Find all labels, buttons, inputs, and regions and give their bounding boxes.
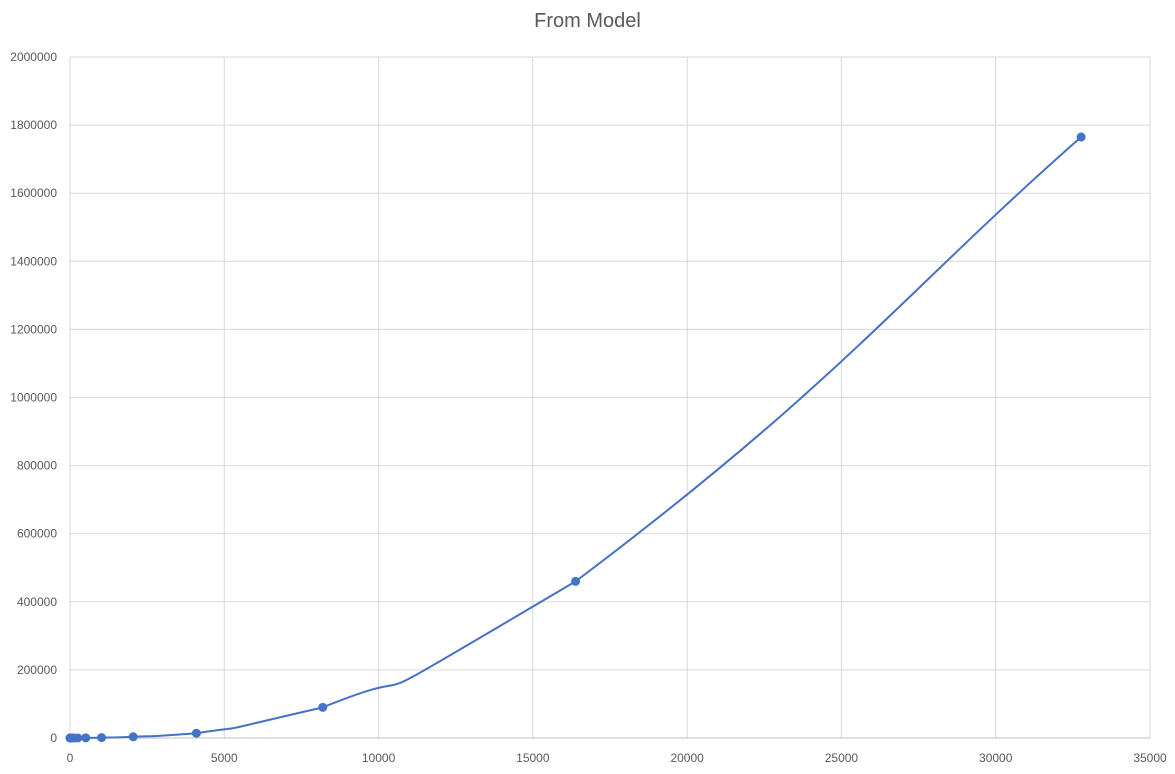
data-point bbox=[128, 732, 138, 742]
y-tick-label: 600000 bbox=[17, 527, 57, 541]
y-tick-label: 1800000 bbox=[10, 118, 57, 132]
y-tick-label: 1200000 bbox=[10, 322, 57, 336]
data-point bbox=[81, 733, 91, 743]
y-tick-label: 1000000 bbox=[10, 391, 57, 405]
y-tick-label: 1600000 bbox=[10, 186, 57, 200]
y-tick-label: 400000 bbox=[17, 595, 57, 609]
chart-title: From Model bbox=[534, 10, 641, 32]
x-tick-label: 10000 bbox=[362, 751, 396, 765]
series-line bbox=[70, 136, 1082, 739]
x-tick-label: 5000 bbox=[211, 751, 238, 765]
x-tick-label: 35000 bbox=[1133, 751, 1167, 765]
series-line-layer bbox=[70, 136, 1082, 739]
y-tick-label: 1400000 bbox=[10, 254, 57, 268]
data-point bbox=[318, 702, 328, 712]
axis-layer bbox=[69, 57, 1150, 739]
grid-layer bbox=[70, 56, 1151, 738]
x-tick-label: 25000 bbox=[825, 751, 859, 765]
x-tick-label: 30000 bbox=[979, 751, 1013, 765]
data-point bbox=[571, 576, 581, 586]
x-tick-label: 15000 bbox=[516, 751, 550, 765]
y-tick-label: 2000000 bbox=[10, 50, 57, 64]
x-tick-label: 0 bbox=[67, 751, 74, 765]
x-tick-labels: 0 5000 10000 15000 20000 25000 30000 35000 bbox=[67, 751, 1167, 765]
y-tick-label: 200000 bbox=[17, 663, 57, 677]
y-tick-label: 0 bbox=[50, 731, 57, 745]
data-point bbox=[191, 728, 201, 738]
series-points bbox=[65, 132, 1086, 743]
y-tick-labels: 0 200000 400000 600000 800000 1000000 1200000 1… bbox=[10, 50, 57, 745]
x-tick-label: 20000 bbox=[670, 751, 704, 765]
y-tick-label: 800000 bbox=[17, 459, 57, 473]
data-point bbox=[1076, 132, 1086, 142]
data-point bbox=[97, 733, 107, 743]
data-point bbox=[73, 733, 83, 743]
